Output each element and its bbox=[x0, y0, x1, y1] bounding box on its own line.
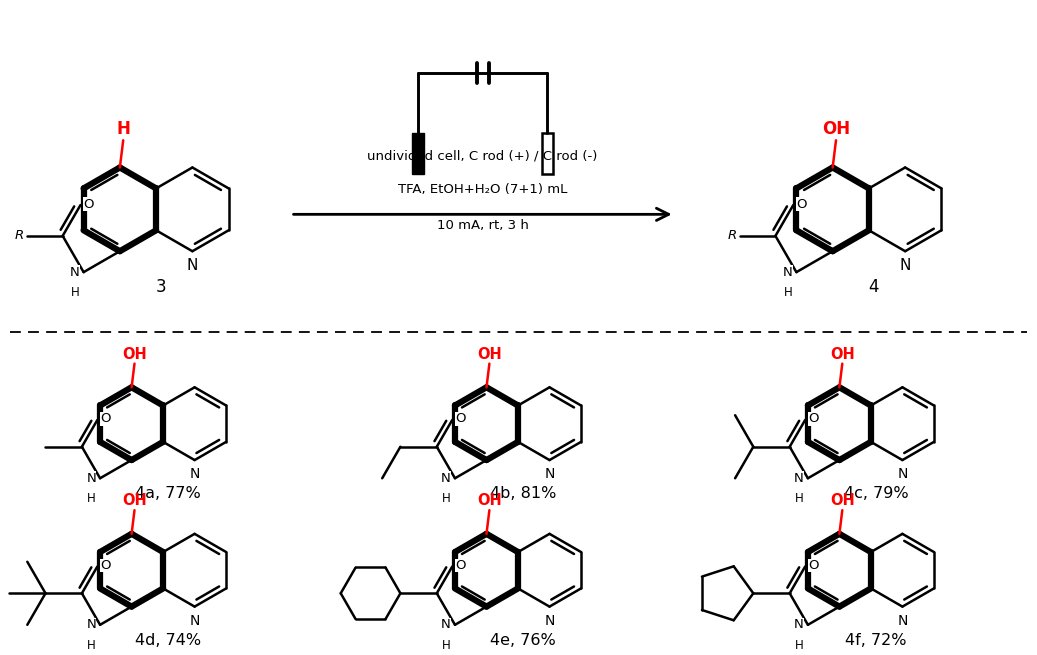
Text: H: H bbox=[784, 286, 792, 299]
Text: 4c, 79%: 4c, 79% bbox=[843, 486, 908, 501]
Text: R: R bbox=[15, 229, 24, 242]
Text: OH: OH bbox=[830, 493, 854, 508]
Text: N: N bbox=[897, 467, 907, 481]
Text: N: N bbox=[190, 614, 200, 627]
Text: 4a, 77%: 4a, 77% bbox=[135, 486, 201, 501]
Text: 10 mA, rt, 3 h: 10 mA, rt, 3 h bbox=[437, 219, 529, 233]
Text: N: N bbox=[190, 467, 200, 481]
Text: OH: OH bbox=[122, 493, 147, 508]
Text: N: N bbox=[441, 472, 451, 485]
Text: 4f, 72%: 4f, 72% bbox=[845, 633, 906, 648]
Text: O: O bbox=[796, 198, 807, 210]
Text: OH: OH bbox=[477, 493, 502, 508]
Text: OH: OH bbox=[822, 121, 850, 138]
Text: O: O bbox=[808, 413, 818, 426]
Text: 4e, 76%: 4e, 76% bbox=[491, 633, 556, 648]
Text: 4d, 74%: 4d, 74% bbox=[135, 633, 201, 648]
Text: H: H bbox=[442, 492, 451, 505]
Text: N: N bbox=[897, 614, 907, 627]
Text: 4b, 81%: 4b, 81% bbox=[489, 486, 556, 501]
Text: N: N bbox=[86, 472, 96, 485]
Text: H: H bbox=[795, 492, 804, 505]
Text: O: O bbox=[101, 413, 111, 426]
Text: N: N bbox=[783, 266, 792, 278]
Text: H: H bbox=[116, 121, 131, 138]
Text: 3: 3 bbox=[156, 278, 166, 297]
Text: 4: 4 bbox=[869, 278, 879, 297]
Text: N: N bbox=[187, 258, 198, 273]
Text: undivided cell, C rod (+) / C rod (-): undivided cell, C rod (+) / C rod (-) bbox=[367, 149, 597, 162]
Text: N: N bbox=[544, 467, 555, 481]
Text: H: H bbox=[87, 492, 96, 505]
Text: N: N bbox=[441, 618, 451, 631]
Text: N: N bbox=[899, 258, 910, 273]
Text: H: H bbox=[87, 639, 96, 652]
Text: O: O bbox=[101, 559, 111, 572]
Text: N: N bbox=[544, 614, 555, 627]
Text: O: O bbox=[808, 559, 818, 572]
Text: N: N bbox=[794, 618, 804, 631]
Text: H: H bbox=[71, 286, 80, 299]
Text: R: R bbox=[728, 229, 737, 242]
Bar bbox=[541, 132, 553, 174]
Text: OH: OH bbox=[477, 346, 502, 362]
Text: O: O bbox=[455, 413, 466, 426]
Text: TFA, EtOH+H₂O (7+1) mL: TFA, EtOH+H₂O (7+1) mL bbox=[398, 183, 567, 196]
Text: H: H bbox=[795, 639, 804, 652]
Text: N: N bbox=[794, 472, 804, 485]
Text: H: H bbox=[442, 639, 451, 652]
Text: O: O bbox=[455, 559, 466, 572]
Text: OH: OH bbox=[830, 346, 854, 362]
Text: N: N bbox=[86, 618, 96, 631]
Text: N: N bbox=[69, 266, 80, 278]
Text: O: O bbox=[83, 198, 94, 210]
Bar bbox=[412, 132, 423, 174]
Text: OH: OH bbox=[122, 346, 147, 362]
